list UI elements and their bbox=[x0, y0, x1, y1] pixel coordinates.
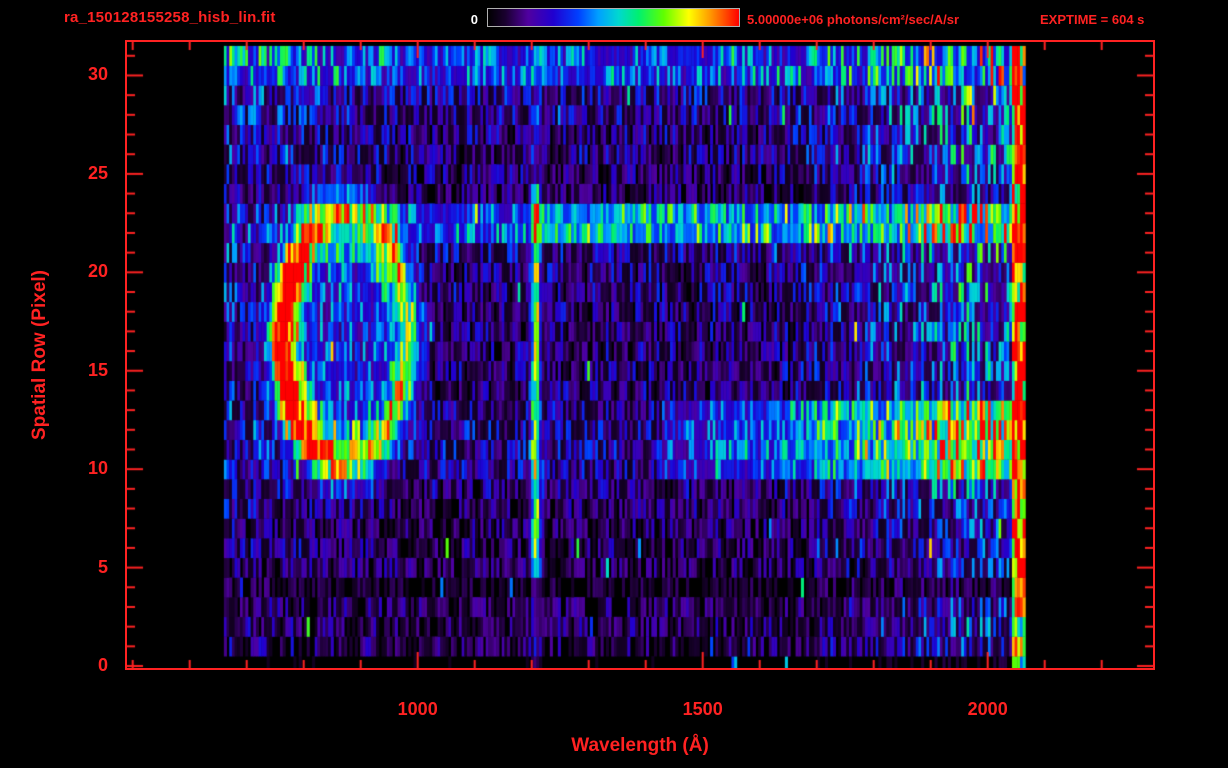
y-axis-title: Spatial Row (Pixel) bbox=[29, 270, 50, 440]
y-tick-label: 20 bbox=[87, 261, 108, 282]
plot-frame bbox=[125, 40, 1155, 670]
y-tick-label: 0 bbox=[97, 655, 108, 676]
y-tick-label: 5 bbox=[97, 556, 108, 577]
x-tick-label: 1000 bbox=[397, 699, 438, 719]
colorbar bbox=[487, 8, 740, 27]
y-tick-label: 15 bbox=[87, 359, 108, 380]
y-tick-label: 30 bbox=[87, 64, 108, 85]
x-axis-title: Wavelength (Å) bbox=[571, 735, 709, 756]
x-tick-label: 1500 bbox=[682, 699, 723, 719]
y-tick-label: 25 bbox=[87, 162, 108, 183]
y-tick-label: 10 bbox=[87, 458, 108, 479]
colorbar-min-label: 0 bbox=[470, 12, 478, 27]
spectral-heatmap bbox=[127, 42, 1153, 668]
x-tick-label: 2000 bbox=[967, 699, 1008, 719]
colorbar-max-label: 5.00000e+06 photons/cm²/sec/A/sr bbox=[747, 12, 960, 27]
exptime-label: EXPTIME = 604 s bbox=[1040, 12, 1145, 27]
filename-title: ra_150128155258_hisb_lin.fit bbox=[64, 9, 276, 26]
